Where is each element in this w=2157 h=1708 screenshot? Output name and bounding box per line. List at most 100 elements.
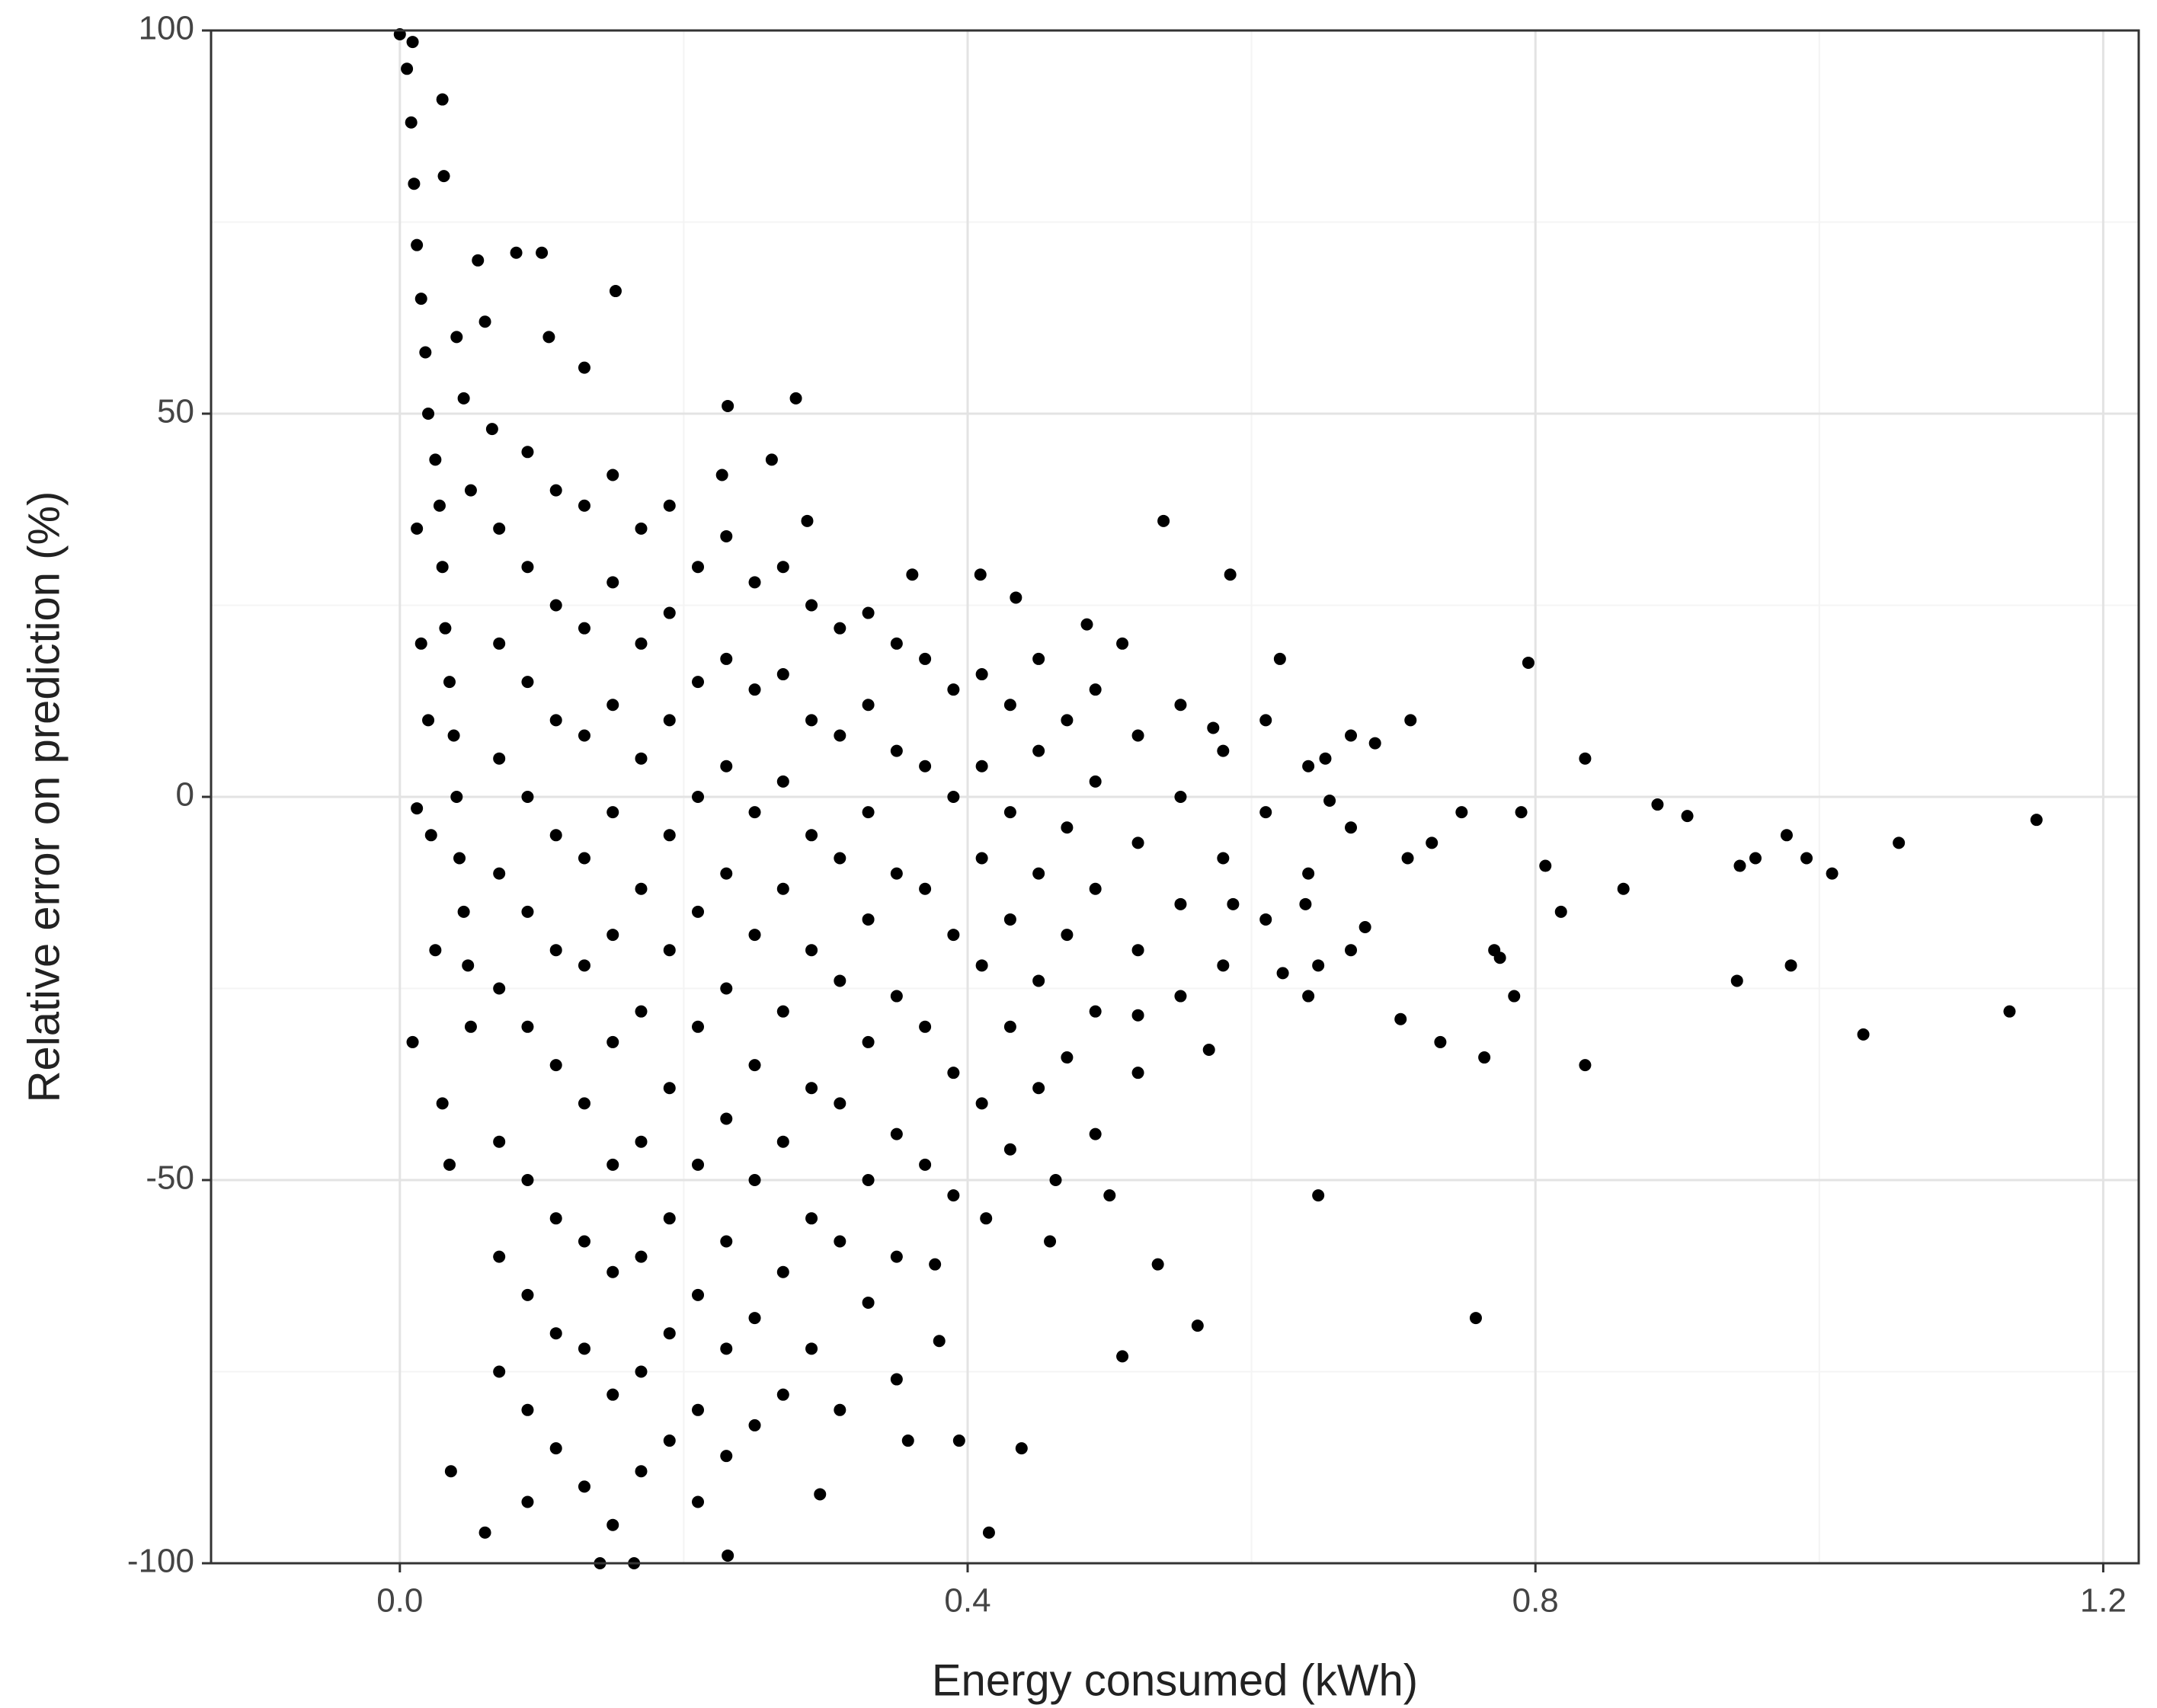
point — [1061, 714, 1074, 727]
point — [1800, 852, 1813, 865]
point — [493, 867, 506, 880]
point — [493, 1365, 506, 1378]
point — [1174, 897, 1187, 910]
point — [890, 744, 903, 757]
point — [1345, 729, 1358, 742]
point — [443, 1158, 456, 1171]
point — [429, 453, 442, 466]
point — [890, 1373, 903, 1386]
point — [1617, 882, 1630, 895]
point — [414, 637, 427, 650]
point — [1784, 959, 1797, 972]
point — [411, 238, 424, 251]
point — [1131, 729, 1144, 742]
point — [890, 637, 903, 650]
point — [974, 568, 987, 581]
point — [1032, 867, 1045, 880]
point — [748, 929, 761, 942]
point — [805, 1342, 818, 1355]
point — [805, 599, 818, 612]
point — [450, 331, 463, 344]
axes: 0.0 0.4 0.8 1.2 -100 -50 0 50 100 — [127, 10, 2127, 1620]
point — [834, 974, 846, 987]
point — [635, 882, 648, 895]
point — [692, 1403, 705, 1416]
point — [606, 806, 619, 819]
point — [493, 1135, 506, 1148]
point — [890, 1127, 903, 1140]
point — [1032, 974, 1045, 987]
point — [414, 293, 427, 305]
point — [1131, 944, 1144, 957]
point — [1312, 959, 1325, 972]
point — [1826, 867, 1839, 880]
point — [609, 285, 622, 298]
point — [947, 683, 960, 696]
point — [444, 1465, 457, 1478]
point — [1174, 791, 1187, 803]
point — [542, 331, 555, 344]
point — [419, 346, 432, 359]
point — [1368, 737, 1381, 750]
point — [947, 929, 960, 942]
point — [890, 990, 903, 1003]
point — [411, 522, 424, 535]
point — [1401, 852, 1414, 865]
point — [692, 791, 705, 803]
point — [578, 1480, 590, 1493]
point — [862, 1035, 875, 1048]
point — [720, 867, 733, 880]
point — [1345, 821, 1358, 834]
point — [635, 1465, 648, 1478]
point — [663, 1327, 676, 1340]
point — [549, 1212, 562, 1225]
point — [862, 699, 875, 712]
point — [1259, 806, 1272, 819]
point — [453, 852, 466, 865]
point — [406, 36, 419, 49]
point — [722, 1549, 734, 1562]
point — [814, 1488, 827, 1501]
point — [933, 1335, 946, 1348]
point — [521, 905, 534, 918]
point — [1857, 1028, 1870, 1041]
point — [521, 1403, 534, 1416]
point — [1049, 1174, 1062, 1186]
point — [1089, 683, 1102, 696]
point — [862, 806, 875, 819]
point — [720, 529, 733, 542]
point — [578, 1235, 590, 1248]
point — [422, 408, 435, 420]
point — [1080, 618, 1093, 631]
point — [1276, 967, 1289, 980]
point — [521, 791, 534, 803]
point — [801, 514, 814, 527]
point — [578, 959, 590, 972]
point — [635, 1005, 648, 1018]
point — [1455, 806, 1468, 819]
point — [436, 561, 449, 574]
point — [1032, 744, 1045, 757]
point — [606, 1518, 619, 1531]
point — [748, 683, 761, 696]
point — [1224, 568, 1237, 581]
point — [1207, 721, 1220, 734]
point — [1003, 1143, 1016, 1156]
point — [606, 699, 619, 712]
point — [720, 1235, 733, 1248]
point — [635, 1250, 648, 1263]
point — [408, 178, 421, 190]
point — [1299, 897, 1312, 910]
point — [549, 944, 562, 957]
point — [436, 93, 449, 106]
x-tick-label: 0.0 — [376, 1582, 423, 1620]
point — [478, 315, 491, 328]
point — [521, 561, 534, 574]
point — [429, 944, 442, 957]
point — [450, 791, 463, 803]
point — [1273, 652, 1286, 665]
y-axis-title: Relative error on prediction (%) — [19, 491, 69, 1103]
point — [805, 1082, 818, 1095]
point — [692, 676, 705, 689]
point — [834, 622, 846, 635]
